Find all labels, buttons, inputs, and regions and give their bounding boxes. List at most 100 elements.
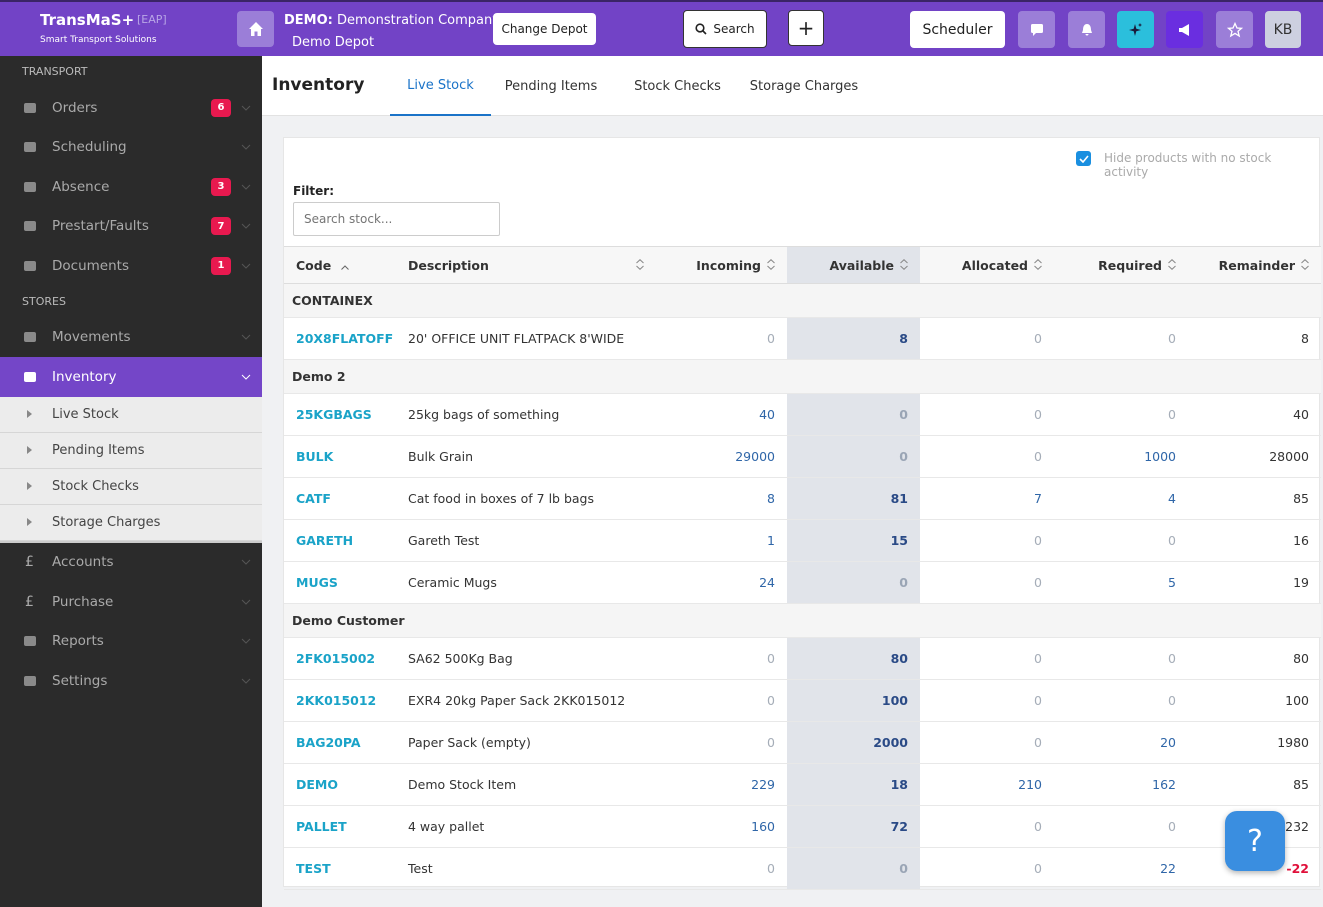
stock-value: 0 [1054,519,1188,562]
product-code[interactable]: DEMO [284,763,396,806]
stock-value: 160 [656,805,787,848]
tab[interactable]: Pending Items [504,78,598,94]
stock-row: MUGS Ceramic Mugs 24 0 0 5 19 [284,561,1321,604]
product-code[interactable]: 25KGBAGS [284,393,396,436]
ai-button[interactable] [1117,11,1154,48]
stock-value: 22 [1054,847,1188,890]
product-code[interactable]: CATF [284,477,396,520]
column-header[interactable]: Incoming [656,246,787,284]
favourites-button[interactable] [1216,11,1253,48]
tab[interactable]: Live Stock [390,56,491,116]
submenu-label: Storage Charges [52,514,161,530]
top-bar: TransMaS+ [EAP] Smart Transport Solutions D… [0,0,1323,56]
search-button[interactable]: Search [683,10,767,48]
stock-value: 100 [787,679,920,722]
nav-item[interactable]: Settings [0,661,262,701]
submenu-item[interactable]: Stock Checks [0,469,262,505]
tab[interactable]: Stock Checks [634,78,721,94]
product-description: Paper Sack (empty) [396,721,656,764]
nav-badge: 3 [211,177,231,196]
nav-label: Inventory [52,368,117,385]
product-code[interactable]: 20X8FLATOFF [284,317,396,360]
nav-label: Scheduling [52,139,127,156]
submenu-label: Live Stock [52,406,119,422]
product-code[interactable]: PALLET [284,805,396,848]
section-header: TRANSPORT [22,65,88,78]
notifications-button[interactable] [1068,11,1105,48]
stock-value: 0 [920,317,1054,360]
stock-value: 19 [1188,561,1321,604]
stock-value: 0 [1054,637,1188,680]
column-header[interactable]: Description [396,246,656,284]
nav-item[interactable]: Orders 6 [0,88,262,128]
nav-item[interactable]: Documents 1 [0,246,262,286]
home-button[interactable] [237,11,274,47]
hide-checkbox[interactable] [1076,151,1091,166]
stock-value: 85 [1188,477,1321,520]
stock-value: 0 [656,637,787,680]
stock-value: 80 [1188,637,1321,680]
stock-value: 0 [920,561,1054,604]
nav-label: Accounts [52,554,114,571]
avatar[interactable]: KB [1265,11,1301,48]
announcements-button[interactable] [1166,11,1203,48]
product-code[interactable]: 2KK015012 [284,679,396,722]
stock-value: 20 [1054,721,1188,764]
header-row: Code Description Incoming Available Allocate… [284,246,1321,284]
column-title: Description [408,257,489,273]
stock-value: 1 [656,519,787,562]
column-header[interactable]: Required [1054,246,1188,284]
product-code[interactable]: TEST [284,847,396,890]
stock-value: 1980 [1188,721,1321,764]
submenu-item[interactable]: Storage Charges [0,505,262,541]
stock-value: 40 [656,393,787,436]
nav-item[interactable]: £ Accounts [0,543,262,583]
product-code[interactable]: 2FK015002 [284,637,396,680]
nav-label: Documents [52,257,129,274]
messages-button[interactable] [1018,11,1055,48]
sidebar: TRANSPORT Orders 6 Scheduling Absence 3 Presta… [0,56,262,907]
product-code[interactable]: BULK [284,435,396,478]
stock-value: 16 [1188,519,1321,562]
nav-item[interactable]: Reports [0,622,262,662]
stock-value: 80 [787,637,920,680]
stock-value: 0 [787,393,920,436]
change-depot-button[interactable]: Change Depot [493,13,596,45]
scheduler-button[interactable]: Scheduler [910,11,1005,48]
group-name: Demo 2 [284,359,1321,394]
nav-item[interactable]: £ Purchase [0,582,262,622]
stock-value: 40 [1188,393,1321,436]
stock-value: 8 [1188,317,1321,360]
nav-item[interactable]: Scheduling [0,128,262,168]
submenu-label: Pending Items [52,442,145,458]
submenu-item[interactable]: Live Stock [0,397,262,433]
product-code[interactable]: BAG20PA [284,721,396,764]
nav-label: Purchase [52,593,114,610]
nav-item[interactable]: Absence 3 [0,167,262,207]
column-header[interactable]: Allocated [920,246,1054,284]
nav-item[interactable]: Movements [0,318,262,358]
product-code[interactable]: MUGS [284,561,396,604]
help-button[interactable]: ? [1225,811,1285,871]
nav-item[interactable]: Prestart/Faults 7 [0,207,262,247]
filter-input[interactable] [293,202,500,236]
product-description: 20' OFFICE UNIT FLATPACK 8'WIDE [396,317,656,360]
column-header[interactable]: Remainder [1188,246,1321,284]
nav-item[interactable]: Inventory [0,357,262,397]
add-button[interactable]: + [788,10,824,46]
product-code[interactable]: GARETH [284,519,396,562]
tab[interactable]: Storage Charges [749,78,859,94]
nav-badge: 1 [211,256,231,275]
nav-icon: £ [25,554,34,571]
column-header[interactable]: Available [787,246,920,284]
submenu-item[interactable]: Pending Items [0,433,262,469]
stock-value: 5 [1054,561,1188,604]
product-description: 25kg bags of something [396,393,656,436]
column-header[interactable]: Code [284,246,396,284]
column-title: Allocated [961,257,1028,273]
nav-label: Orders [52,99,98,116]
column-title: Available [829,257,894,273]
stock-table: Code Description Incoming Available Allocate… [284,246,1321,890]
tagline: Smart Transport Solutions [40,35,157,45]
section-header: STORES [22,294,66,308]
